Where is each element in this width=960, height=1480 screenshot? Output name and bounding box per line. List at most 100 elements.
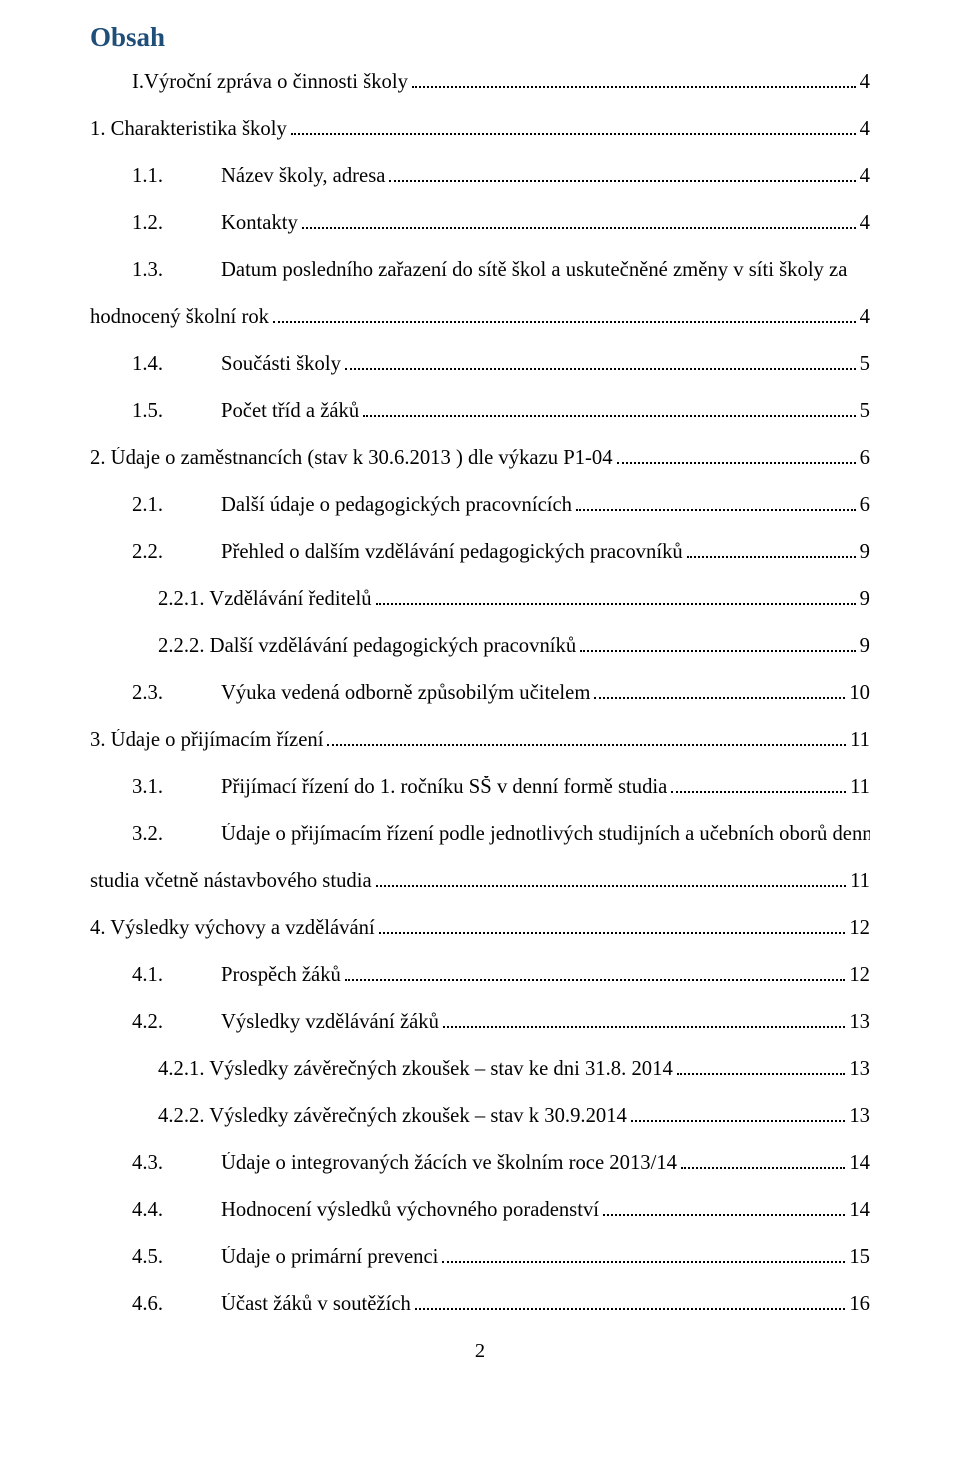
toc-entry-label: 4.6. Účast žáků v soutěžích (132, 1293, 411, 1316)
toc-entry-page: 4 (860, 71, 870, 94)
toc-leader-dots (580, 639, 856, 652)
toc-entry-text: Výroční zpráva o činnosti školy (144, 71, 408, 93)
toc-entry-page: 13 (849, 1058, 870, 1081)
toc-entry-number: 4.2.2. (158, 1105, 204, 1127)
toc-leader-dots (327, 733, 846, 746)
toc-entry-label: hodnocený školní rok (90, 306, 269, 329)
toc-entry: studia včetně nástavbového studia 11 (90, 870, 870, 893)
toc-leader-dots (443, 1015, 845, 1028)
toc-entry-page: 12 (849, 917, 870, 940)
toc-entry-label: 1.3.Datum posledního zařazení do sítě šk… (132, 259, 847, 282)
toc-entry-number: 1. (90, 118, 106, 140)
toc-entry: 4. Výsledky výchovy a vzdělávání 12 (90, 917, 870, 940)
toc-entry-text: Další údaje o pedagogických pracovnících (221, 494, 572, 516)
toc-entry-label: 2.1.Další údaje o pedagogických pracovní… (132, 494, 572, 517)
toc-leader-dots (291, 122, 856, 135)
toc-entry: 4.4.Hodnocení výsledků výchovného porade… (132, 1199, 870, 1222)
toc-entry-number: 2. (90, 447, 106, 469)
toc-entry: 2.2.Přehled o dalším vzdělávání pedagogi… (132, 541, 870, 564)
toc-entry-text: Kontakty (221, 212, 298, 234)
toc-entry-number: 2.3. (132, 682, 163, 704)
toc-entry-text: Účast žáků v soutěžích (221, 1293, 411, 1315)
toc-leader-dots (631, 1109, 845, 1122)
toc-entry-page: 6 (860, 494, 870, 517)
toc-entry: hodnocený školní rok 4 (90, 306, 870, 329)
toc-entry: 1.3.Datum posledního zařazení do sítě šk… (132, 259, 870, 282)
toc-entry: 1.5.Počet tříd a žáků 5 (132, 400, 870, 423)
toc-entry-label: 4.3.Údaje o integrovaných žácích ve škol… (132, 1152, 677, 1175)
toc-entry-text: Přijímací řízení do 1. ročníku SŠ v denn… (221, 776, 667, 798)
toc-entry-label: 2.2.Přehled o dalším vzdělávání pedagogi… (132, 541, 683, 564)
table-of-contents: I.Výroční zpráva o činnosti školy 41. Ch… (90, 71, 870, 1316)
toc-leader-dots (576, 498, 856, 511)
toc-entry-label: 2.2.1. Vzdělávání ředitelů (158, 588, 372, 611)
toc-entry-label: 2. Údaje o zaměstnancích (stav k 30.6.20… (90, 447, 613, 470)
toc-entry: 4.2.2. Výsledky závěrečných zkoušek – st… (158, 1105, 870, 1128)
toc-leader-dots (687, 545, 856, 558)
toc-entry-page: 5 (860, 353, 870, 376)
toc-entry-number: 2.2.1. (158, 588, 204, 610)
toc-entry-text: Charakteristika školy (106, 118, 287, 140)
toc-entry-page: 4 (860, 306, 870, 329)
toc-entry-label: 1.5.Počet tříd a žáků (132, 400, 359, 423)
toc-entry-label: 4.2.2. Výsledky závěrečných zkoušek – st… (158, 1105, 627, 1128)
toc-entry: 3. Údaje o přijímacím řízení 11 (90, 729, 870, 752)
toc-entry-label: 4.1.Prospěch žáků (132, 964, 341, 987)
toc-entry-text: Přehled o dalším vzdělávání pedagogickýc… (221, 541, 683, 563)
toc-entry: 2.2.1. Vzdělávání ředitelů 9 (158, 588, 870, 611)
toc-entry-page: 9 (860, 588, 870, 611)
toc-leader-dots (412, 75, 856, 88)
toc-leader-dots (345, 357, 856, 370)
toc-entry-page: 4 (860, 118, 870, 141)
toc-entry-label: 4.2.Výsledky vzdělávání žáků (132, 1011, 439, 1034)
toc-entry: 2.1.Další údaje o pedagogických pracovní… (132, 494, 870, 517)
toc-entry: 4.1.Prospěch žáků 12 (132, 964, 870, 987)
toc-entry-label: 3.2.Údaje o přijímacím řízení podle jedn… (132, 823, 870, 846)
toc-leader-dots (376, 592, 856, 605)
toc-entry-page: 6 (860, 447, 870, 470)
toc-entry-number: 4.3. (132, 1152, 163, 1174)
toc-entry: 3.1. Přijímací řízení do 1. ročníku SŠ v … (132, 776, 870, 799)
toc-entry-number: 4.5. (132, 1246, 163, 1268)
toc-entry: 4.5.Údaje o primární prevenci 15 (132, 1246, 870, 1269)
toc-entry-number: 2.2.2. (158, 635, 204, 657)
toc-entry-text: Výsledky výchovy a vzdělávání (106, 917, 375, 939)
toc-entry-page: 5 (860, 400, 870, 423)
toc-entry-number: 1.4. (132, 353, 163, 375)
toc-entry-text: Údaje o přijímacím řízení podle jednotli… (221, 823, 870, 845)
toc-entry-text: Název školy, adresa (221, 165, 385, 187)
toc-entry-page: 9 (860, 541, 870, 564)
toc-entry-label: 4.4.Hodnocení výsledků výchovného porade… (132, 1199, 599, 1222)
toc-leader-dots (302, 216, 856, 229)
toc-entry: 2.2.2. Další vzdělávání pedagogických pr… (158, 635, 870, 658)
toc-leader-dots (415, 1297, 846, 1310)
toc-entry-page: 9 (860, 635, 870, 658)
toc-entry-page: 16 (849, 1293, 870, 1316)
toc-entry-label: 2.2.2. Další vzdělávání pedagogických pr… (158, 635, 576, 658)
toc-entry-page: 13 (849, 1011, 870, 1034)
toc-entry-label: 4.2.1. Výsledky závěrečných zkoušek – st… (158, 1058, 673, 1081)
toc-entry-number: 3.1. (132, 776, 163, 798)
toc-leader-dots (273, 310, 856, 323)
toc-entry-label: 1.4.Součásti školy (132, 353, 341, 376)
toc-entry-label: 1. Charakteristika školy (90, 118, 287, 141)
toc-entry: 3.2.Údaje o přijímacím řízení podle jedn… (132, 823, 870, 846)
toc-entry-number: 1.5. (132, 400, 163, 422)
toc-entry-label: 3. Údaje o přijímacím řízení (90, 729, 323, 752)
toc-entry: 1.4.Součásti školy 5 (132, 353, 870, 376)
toc-entry: 4.6. Účast žáků v soutěžích 16 (132, 1293, 870, 1316)
toc-entry-page: 11 (850, 729, 870, 752)
toc-entry-text: Prospěch žáků (221, 964, 341, 986)
toc-entry-text: Výsledky závěrečných zkoušek – stav k 30… (204, 1105, 626, 1127)
toc-entry: 4.2.1. Výsledky závěrečných zkoušek – st… (158, 1058, 870, 1081)
toc-entry-number: 4.6. (132, 1293, 163, 1315)
toc-entry-page: 4 (860, 165, 870, 188)
toc-entry-text: studia včetně nástavbového studia (90, 870, 372, 892)
toc-entry-text: Další vzdělávání pedagogických pracovník… (204, 635, 576, 657)
toc-entry-number: 4. (90, 917, 106, 939)
toc-entry-number: 4.4. (132, 1199, 163, 1221)
toc-entry-label: 4. Výsledky výchovy a vzdělávání (90, 917, 375, 940)
toc-leader-dots (376, 874, 846, 887)
toc-entry-label: studia včetně nástavbového studia (90, 870, 372, 893)
toc-entry-label: 1.1.Název školy, adresa (132, 165, 385, 188)
